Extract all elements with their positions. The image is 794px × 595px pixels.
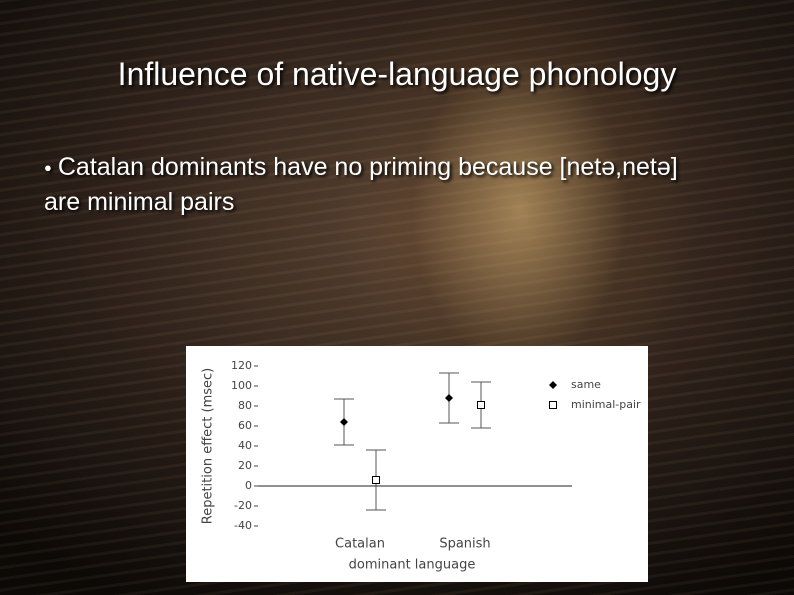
- point: [549, 381, 557, 389]
- y-tick-label: 120: [231, 359, 252, 372]
- y-tick-label: 100: [231, 379, 252, 392]
- point: [340, 418, 348, 426]
- point: [477, 401, 485, 409]
- point: [445, 394, 453, 402]
- y-tick-label: 60: [238, 419, 252, 432]
- y-tick-label: 80: [238, 399, 252, 412]
- y-tick-label: 20: [238, 459, 252, 472]
- slide-title: Influence of native-language phonology: [117, 56, 677, 92]
- point: [549, 401, 557, 409]
- y-tick-label: 40: [238, 439, 252, 452]
- x-axis-label: dominant language: [349, 558, 476, 573]
- y-tick-label: -20: [234, 499, 252, 512]
- legend-label: minimal-pair: [571, 398, 641, 411]
- x-tick-label: Spanish: [439, 537, 490, 552]
- y-tick-label: -40: [234, 519, 252, 532]
- point: [372, 476, 380, 484]
- chart: -40 -20 0 20 40 60 80 100 120 Repetition effect (…: [186, 346, 648, 582]
- y-tick-label: 0: [245, 479, 252, 492]
- bullet-text: Catalan dominants have no priming becaus…: [44, 150, 714, 219]
- legend-label: same: [571, 378, 601, 391]
- x-tick-label: Catalan: [335, 537, 385, 552]
- y-axis-label: Repetition effect (msec): [201, 368, 216, 525]
